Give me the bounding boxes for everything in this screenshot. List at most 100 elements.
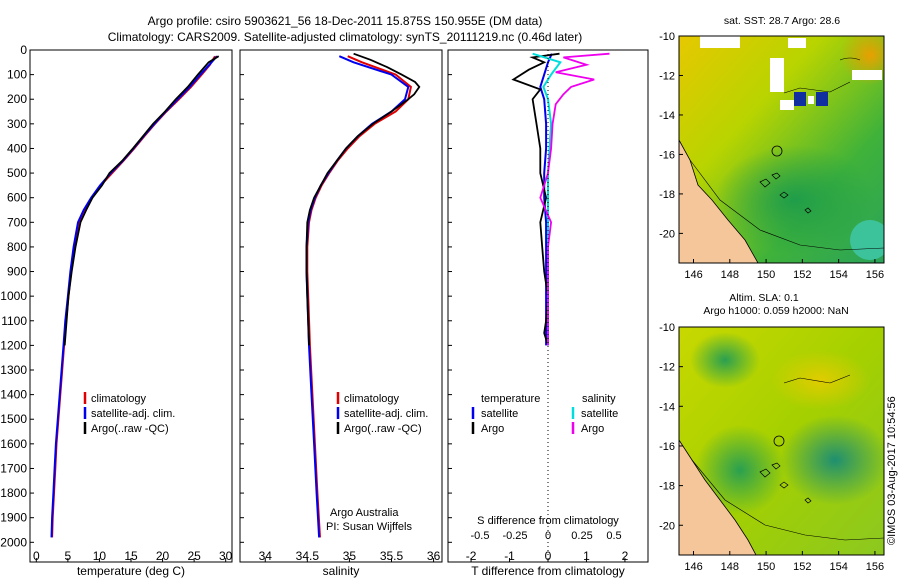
- legend-argo-label: Argo(..raw -QC): [344, 423, 422, 435]
- depth-tick-label: 1600: [0, 437, 27, 451]
- x-tick-label: -2: [466, 549, 477, 563]
- series-line: [305, 55, 410, 538]
- x-tick-label: 20: [156, 549, 170, 563]
- legend-climatology-label: climatology: [344, 393, 400, 405]
- x-axes: 0 5 10 15 20 25 30 34 34.5 35 35.5 36 -2 -1 0 1 2: [33, 549, 629, 563]
- x-tick-label: 0: [545, 549, 552, 563]
- header-title: Argo profile: csiro 5903621_56 18-Dec-20…: [148, 14, 543, 28]
- legend-temperature-heading: temperature: [481, 393, 540, 405]
- depth-tick-label: 700: [7, 215, 27, 229]
- depth-tick-label: 100: [7, 68, 27, 82]
- series-line: [51, 55, 216, 538]
- s-tick: 0.5: [606, 530, 621, 542]
- lon-tick-label: 148: [721, 269, 739, 281]
- s-tick: -0.25: [502, 530, 527, 542]
- x-tick-label: 36: [427, 549, 441, 563]
- lat-tick-label: -10: [659, 322, 675, 334]
- x-tick-label: 35: [343, 549, 357, 563]
- legend-satellite-label: satellite-adj. clim.: [344, 408, 428, 420]
- lat-tick-label: -10: [659, 31, 675, 43]
- lat-tick-label: -12: [659, 362, 675, 374]
- x-tick-label: -1: [504, 549, 515, 563]
- x-tick-label: 34: [259, 549, 273, 563]
- depth-tick-label: 1800: [0, 486, 27, 500]
- s-tick: -0.5: [471, 530, 490, 542]
- temperature-legend: climatology satellite-adj. clim. Argo(..…: [83, 392, 175, 435]
- depth-tick-label: 1100: [1, 314, 27, 328]
- s-tick: 0: [545, 530, 551, 542]
- annotation-line1: Argo Australia: [330, 507, 399, 519]
- lat-tick-label: -18: [659, 189, 675, 201]
- map-ticks: -10 -12 -14 -16 -18 -20 146 148 150 152 154 156 -10 -…: [659, 31, 884, 573]
- depth-tick-label: 300: [7, 117, 27, 131]
- legend-salinity-heading: salinity: [582, 393, 616, 405]
- depth-tick-label: 1400: [0, 388, 27, 402]
- lon-tick-label: 152: [793, 269, 811, 281]
- depth-tick-label: 2000: [0, 535, 27, 549]
- depth-tick-label: 500: [7, 166, 27, 180]
- series-line: [306, 55, 413, 538]
- s-difference-ticks: -0.5 -0.25 0 0.25 0.5: [471, 530, 622, 542]
- lon-tick-label: 146: [684, 269, 702, 281]
- depth-tick-label: 1500: [0, 412, 27, 426]
- salinity-legend: climatology satellite-adj. clim. Argo(..…: [336, 392, 428, 435]
- legend-s-satellite-label: satellite: [581, 408, 618, 420]
- x-tick-label: 25: [187, 549, 201, 563]
- sst-map-title: sat. SST: 28.7 Argo: 28.6: [724, 15, 840, 27]
- depth-tick-label: 1000: [0, 289, 27, 303]
- series-line: [539, 52, 610, 346]
- lat-tick-label: -14: [659, 110, 675, 122]
- salinity-axis-label: salinity: [323, 564, 360, 578]
- depth-tick-label: 400: [7, 141, 27, 155]
- series-line: [50, 55, 218, 538]
- header-subtitle: Climatology: CARS2009. Satellite-adjuste…: [108, 30, 582, 44]
- sla-map-subtitle: Argo h1000: 0.059 h2000: NaN: [703, 305, 848, 317]
- sst-map: [679, 36, 884, 263]
- lon-tick-label: 156: [866, 269, 884, 281]
- legend-t-satellite-label: satellite: [481, 408, 518, 420]
- s-difference-axis-label: S difference from climatology: [477, 515, 619, 527]
- lon-tick-label: 146: [684, 561, 702, 573]
- annotation-line2: PI: Susan Wijffels: [326, 521, 412, 533]
- lon-tick-label: 152: [793, 561, 811, 573]
- legend-s-argo-label: Argo: [581, 423, 604, 435]
- s-tick: 0.25: [571, 530, 592, 542]
- series-line: [63, 55, 220, 346]
- series-line: [539, 53, 553, 346]
- lat-tick-label: -18: [659, 481, 675, 493]
- x-tick-label: 15: [124, 549, 138, 563]
- depth-tick-label: 0: [20, 43, 27, 57]
- depth-tick-label: 200: [7, 92, 27, 106]
- lat-tick-label: -16: [659, 441, 675, 453]
- lat-tick-label: -20: [659, 520, 675, 532]
- temperature-axis-label: temperature (deg C): [77, 564, 185, 578]
- x-tick-label: 35.5: [380, 549, 404, 563]
- lon-tick-label: 156: [866, 561, 884, 573]
- lon-tick-label: 148: [721, 561, 739, 573]
- x-tick-label: 2: [622, 549, 629, 563]
- sst-map-frame: [678, 35, 885, 264]
- lat-tick-label: -14: [659, 401, 675, 413]
- legend-t-argo-label: Argo: [481, 423, 504, 435]
- legend-argo-label: Argo(..raw -QC): [91, 423, 169, 435]
- difference-legend: temperature salinity satellite satellite…: [471, 393, 618, 435]
- lon-tick-label: 154: [829, 269, 847, 281]
- depth-tick-label: 600: [7, 191, 27, 205]
- depth-tick-label: 900: [7, 265, 27, 279]
- series-line: [511, 52, 560, 346]
- series-line: [305, 52, 421, 346]
- x-tick-label: 34.5: [296, 549, 320, 563]
- x-tick-label: 5: [65, 549, 72, 563]
- salinity-panel: [239, 49, 443, 563]
- temperature-panel: [29, 49, 233, 563]
- imos-stamp: ©IMOS 03-Aug-2017 10:54:56: [886, 396, 898, 545]
- lat-tick-label: -12: [659, 70, 675, 82]
- legend-climatology-label: climatology: [91, 393, 147, 405]
- sla-map: [679, 327, 884, 555]
- depth-axis: 0 100 200 300 400 500 600 700 800 900 1000 1100 1200…: [0, 43, 452, 549]
- profile-lines: [50, 52, 610, 538]
- sla-map-title: Altim. SLA: 0.1: [729, 292, 799, 304]
- depth-tick-label: 1700: [0, 461, 27, 475]
- depth-tick-label: 800: [7, 240, 27, 254]
